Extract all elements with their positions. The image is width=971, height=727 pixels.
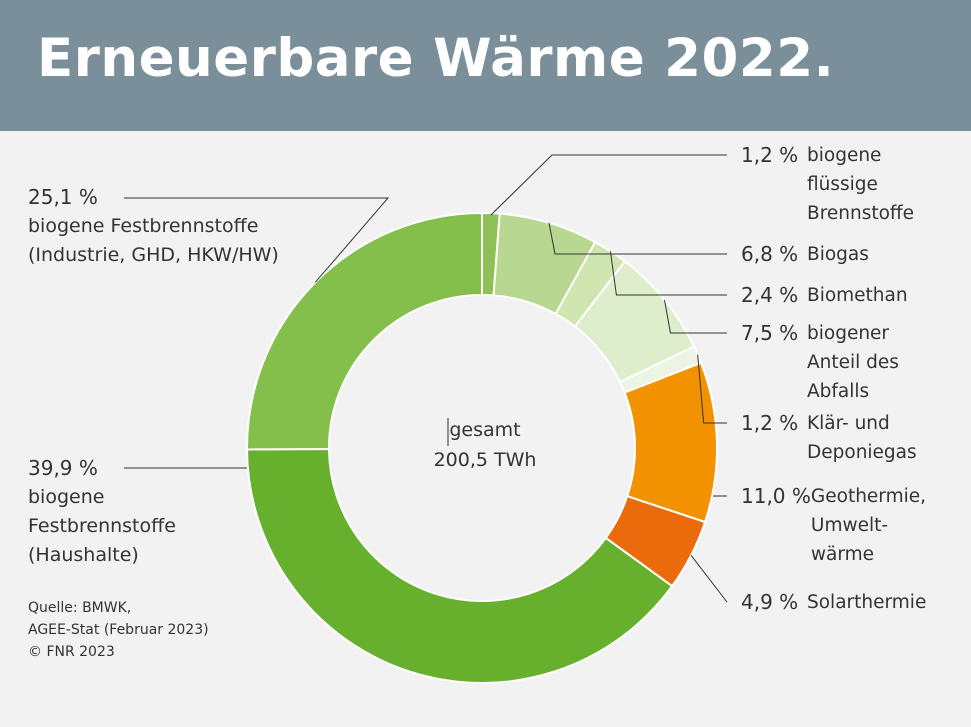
leader-line-4	[697, 354, 727, 424]
slice-name: Biogas	[807, 240, 869, 269]
slice-percent: 1,2 %	[741, 143, 799, 167]
slice-name: Solarthermie	[807, 588, 926, 617]
slice-name-line: Umwelt-	[810, 515, 889, 536]
slice-percent: 2,4 %	[741, 283, 799, 307]
slice-name-line: biogene Festbrennstoffe	[28, 215, 259, 237]
center-label-total-value: 200,5 TWh	[433, 449, 537, 471]
source-line-1: Quelle: BMWK,	[28, 600, 132, 616]
source-note: Quelle: BMWK, AGEE-Stat (Februar 2023) ©…	[28, 597, 209, 663]
slice-name-line: biogene	[28, 486, 105, 508]
leader-line-3	[663, 299, 727, 334]
source-line-2: AGEE-Stat (Februar 2023)	[28, 622, 209, 638]
slice-name-line: Solarthermie	[807, 592, 927, 613]
slice-name-line: Klär- und	[807, 413, 890, 434]
slice-name-line: biogener	[807, 323, 890, 344]
slice-name-line: wärme	[810, 544, 875, 565]
slice-name-line: flüssige	[807, 174, 878, 195]
slice-label-8: 25,1 % biogene Festbrennstoffe (Industrie,…	[28, 183, 279, 270]
slice-name: biogene flüssige Brennstoffe	[807, 141, 914, 228]
slice-label-0: 1,2 % biogene flüssige Brennstoffe	[741, 141, 914, 228]
leader-line-2	[609, 251, 727, 296]
donut-slice-7	[245, 447, 674, 684]
slice-name: biogene Festbrennstoffe (Haushalte)	[28, 483, 176, 570]
slice-percent: 1,2 %	[741, 411, 799, 435]
slice-percent: 39,9 %	[28, 456, 98, 480]
donut-center-label: gesamt 200,5 TWh	[400, 415, 570, 475]
slice-name-line: Deponiegas	[807, 442, 917, 463]
slice-name-line: Brennstoffe	[807, 203, 915, 224]
slice-label-1: 6,8 % Biogas	[741, 240, 869, 269]
slice-name: biogener Anteil des Abfalls	[807, 319, 899, 406]
slice-percent: 11,0 %	[741, 484, 811, 508]
slice-label-3: 7,5 % biogener Anteil des Abfalls	[741, 319, 899, 406]
leader-line-8	[124, 197, 390, 283]
slice-name-line: Abfalls	[807, 381, 870, 402]
slice-name-line: Biogas	[807, 244, 869, 265]
slice-name: Klär- und Deponiegas	[807, 409, 917, 467]
slice-name-line: (Industrie, GHD, HKW/HW)	[28, 244, 279, 266]
slice-label-5: 11,0 % Geothermie, Umwelt-wärme	[741, 482, 926, 569]
slice-label-4: 1,2 % Klär- und Deponiegas	[741, 409, 917, 467]
leader-line-1	[548, 222, 727, 255]
title-banner: Erneuerbare Wärme 2022.	[0, 0, 971, 131]
slice-name: Geothermie, Umwelt-wärme	[811, 482, 926, 569]
leader-line-0	[490, 154, 727, 216]
slice-label-7: 39,9 % biogene Festbrennstoffe (Haushalte)	[28, 454, 176, 570]
slice-name-line: Geothermie,	[810, 486, 927, 507]
slice-name: biogene Festbrennstoffe (Industrie, GHD, …	[28, 212, 279, 270]
slice-label-2: 2,4 % Biomethan	[741, 281, 908, 310]
slice-percent: 7,5 %	[741, 321, 799, 345]
slice-name-line: Anteil des	[807, 352, 899, 373]
slice-percent: 25,1 %	[28, 185, 98, 209]
leader-line-6	[690, 555, 728, 603]
slice-name-line: biogene	[807, 145, 882, 166]
slice-percent: 4,9 %	[741, 590, 799, 614]
center-label-total-caption: gesamt	[449, 419, 521, 441]
page-title: Erneuerbare Wärme 2022.	[37, 28, 835, 89]
donut-slice-8	[246, 211, 483, 451]
slice-name-line: (Haushalte)	[28, 544, 139, 566]
slice-name-line: Festbrennstoffe	[28, 515, 176, 537]
slice-percent: 6,8 %	[741, 242, 799, 266]
donut-slice-5	[623, 361, 718, 524]
slice-name-line: Biomethan	[807, 285, 908, 306]
slice-label-6: 4,9 % Solarthermie	[741, 588, 926, 617]
slice-name: Biomethan	[807, 281, 908, 310]
source-line-3: © FNR 2023	[28, 644, 115, 660]
